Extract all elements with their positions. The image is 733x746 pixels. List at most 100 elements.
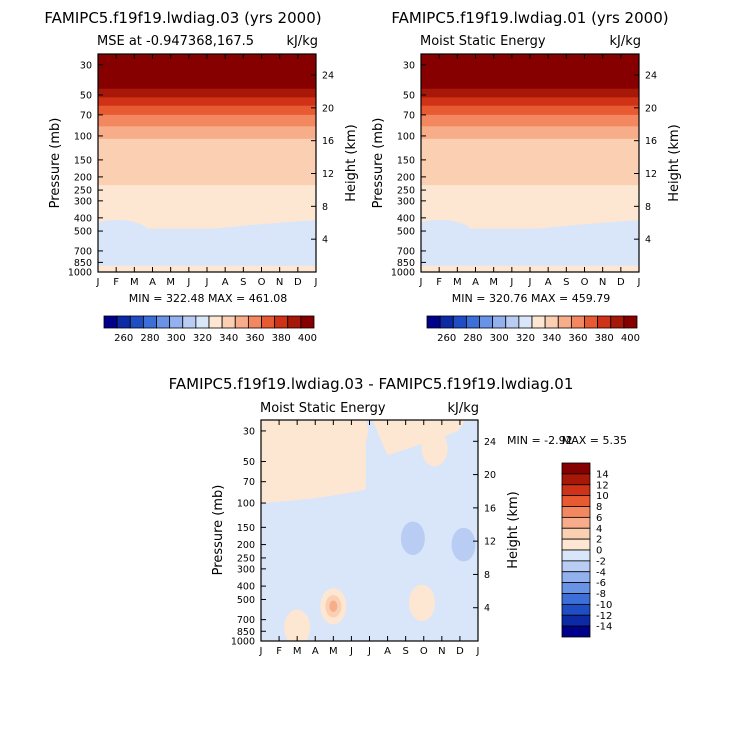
colorbar-swatch	[623, 315, 638, 329]
y-right-tick-label: 8	[645, 202, 651, 213]
contour-band	[98, 97, 316, 107]
colorbar-swatch	[561, 516, 591, 529]
x-tick-label: O	[581, 277, 589, 288]
y-right-tick-label: 4	[484, 603, 490, 614]
y-right-tick-label: 12	[645, 169, 657, 180]
colorbar-swatch	[439, 315, 454, 329]
panel-3-stats-max: MAX = 5.35	[562, 434, 627, 447]
colorbar-label: 400	[621, 333, 640, 344]
colorbar-swatch	[465, 315, 480, 329]
colorbar-swatch	[561, 484, 591, 497]
colorbar-label: -6	[596, 578, 606, 589]
colorbar-swatch	[561, 593, 591, 605]
panel-2-ylabel: Pressure (mb)	[371, 118, 386, 209]
colorbar-swatch	[561, 571, 591, 584]
colorbar-swatch	[492, 315, 507, 329]
panel-3: FAMIPC5.f19f19.lwdiag.03 - FAMIPC5.f19f1…	[169, 375, 627, 657]
contour-patch	[421, 219, 471, 256]
y-tick-label: 50	[80, 90, 92, 101]
panel-3-stats-min: MIN = -2.92	[507, 434, 573, 447]
y-tick-label: 150	[397, 155, 415, 166]
contour-patch	[373, 420, 466, 456]
x-tick-label: A	[472, 277, 479, 288]
y-tick-label: 50	[243, 457, 255, 468]
y-tick-label: 300	[74, 196, 92, 207]
y-tick-label: 150	[74, 155, 92, 166]
colorbar-swatch	[505, 315, 520, 329]
x-tick-label: A	[384, 646, 391, 657]
colorbar-label: 2	[596, 535, 602, 546]
colorbar-swatch	[142, 315, 157, 329]
x-tick-label: F	[113, 277, 119, 288]
colorbar-label: -4	[596, 567, 606, 578]
y-right-tick-label: 8	[322, 202, 328, 213]
contour-patch	[98, 219, 148, 256]
y-tick-label: 500	[397, 227, 415, 238]
x-tick-label: S	[240, 277, 246, 288]
x-tick-label: S	[563, 277, 569, 288]
contour-group	[98, 54, 316, 272]
panel-1-ylabel-right: Height (km)	[344, 124, 359, 201]
colorbar-label: 340	[542, 333, 561, 344]
y-tick-label: 250	[74, 186, 92, 197]
colorbar-label: -10	[596, 600, 612, 611]
colorbar-label: 360	[568, 333, 587, 344]
y-tick-label: 70	[80, 110, 92, 121]
panel-3-contours	[261, 420, 478, 641]
colorbar-swatch	[561, 603, 591, 616]
colorbar-label: 360	[245, 333, 264, 344]
y-tick-label: 30	[80, 60, 92, 71]
y-tick-label: 1000	[231, 637, 255, 648]
panel-3-ylabel: Pressure (mb)	[211, 485, 226, 576]
y-right-tick-label: 12	[484, 537, 496, 548]
colorbar-swatch	[584, 315, 599, 329]
x-tick-label: A	[312, 646, 319, 657]
panel-2-stats: MIN = 320.76 MAX = 459.79	[452, 292, 610, 305]
y-tick-label: 400	[397, 213, 415, 224]
panel-1-ylabel: Pressure (mb)	[48, 118, 63, 209]
y-right-tick-label: 12	[322, 169, 334, 180]
colorbar-swatch	[518, 315, 533, 329]
colorbar-label: 4	[596, 524, 602, 535]
contour-band	[421, 114, 639, 128]
x-tick-label: F	[276, 646, 282, 657]
y-tick-label: 250	[237, 553, 255, 564]
colorbar-swatch	[561, 538, 591, 551]
y-tick-label: 70	[243, 477, 255, 488]
y-right-tick-label: 16	[484, 503, 496, 514]
y-tick-label: 250	[397, 186, 415, 197]
contour-feature	[400, 521, 425, 556]
colorbar-swatch	[561, 462, 591, 475]
y-tick-label: 70	[403, 110, 415, 121]
colorbar-label: 280	[463, 333, 482, 344]
x-tick-label: A	[222, 277, 229, 288]
contour-feature	[342, 420, 369, 450]
contour-band	[421, 105, 639, 116]
panel-1-contours	[98, 54, 316, 272]
colorbar-label: -8	[596, 589, 606, 600]
x-tick-label: M	[293, 646, 302, 657]
colorbar-swatch	[557, 315, 572, 329]
contour-band	[98, 88, 316, 99]
y-tick-label: 1000	[68, 268, 92, 279]
panel-1-axes: J F M A M J J A S O N D J305070100150200250300400500…	[68, 54, 334, 288]
panel-1-title: FAMIPC5.f19f19.lwdiag.03 (yrs 2000)	[44, 9, 321, 27]
contour-feature	[408, 584, 435, 622]
contour-band	[421, 81, 639, 90]
y-right-tick-label: 16	[322, 136, 334, 147]
x-tick-label: M	[489, 277, 498, 288]
panel-2-contours	[421, 54, 639, 272]
colorbar-label: 6	[596, 513, 602, 524]
y-tick-label: 100	[397, 131, 415, 142]
x-tick-label: M	[329, 646, 338, 657]
colorbar-label: 340	[219, 333, 238, 344]
colorbar-label: 400	[298, 333, 317, 344]
colorbar-swatch	[195, 315, 210, 329]
colorbar-label: 280	[140, 333, 159, 344]
contour-band	[98, 126, 316, 140]
x-tick-label: N	[438, 646, 445, 657]
y-tick-label: 850	[74, 258, 92, 269]
contour-feature	[421, 429, 448, 467]
colorbar-swatch	[561, 527, 591, 540]
